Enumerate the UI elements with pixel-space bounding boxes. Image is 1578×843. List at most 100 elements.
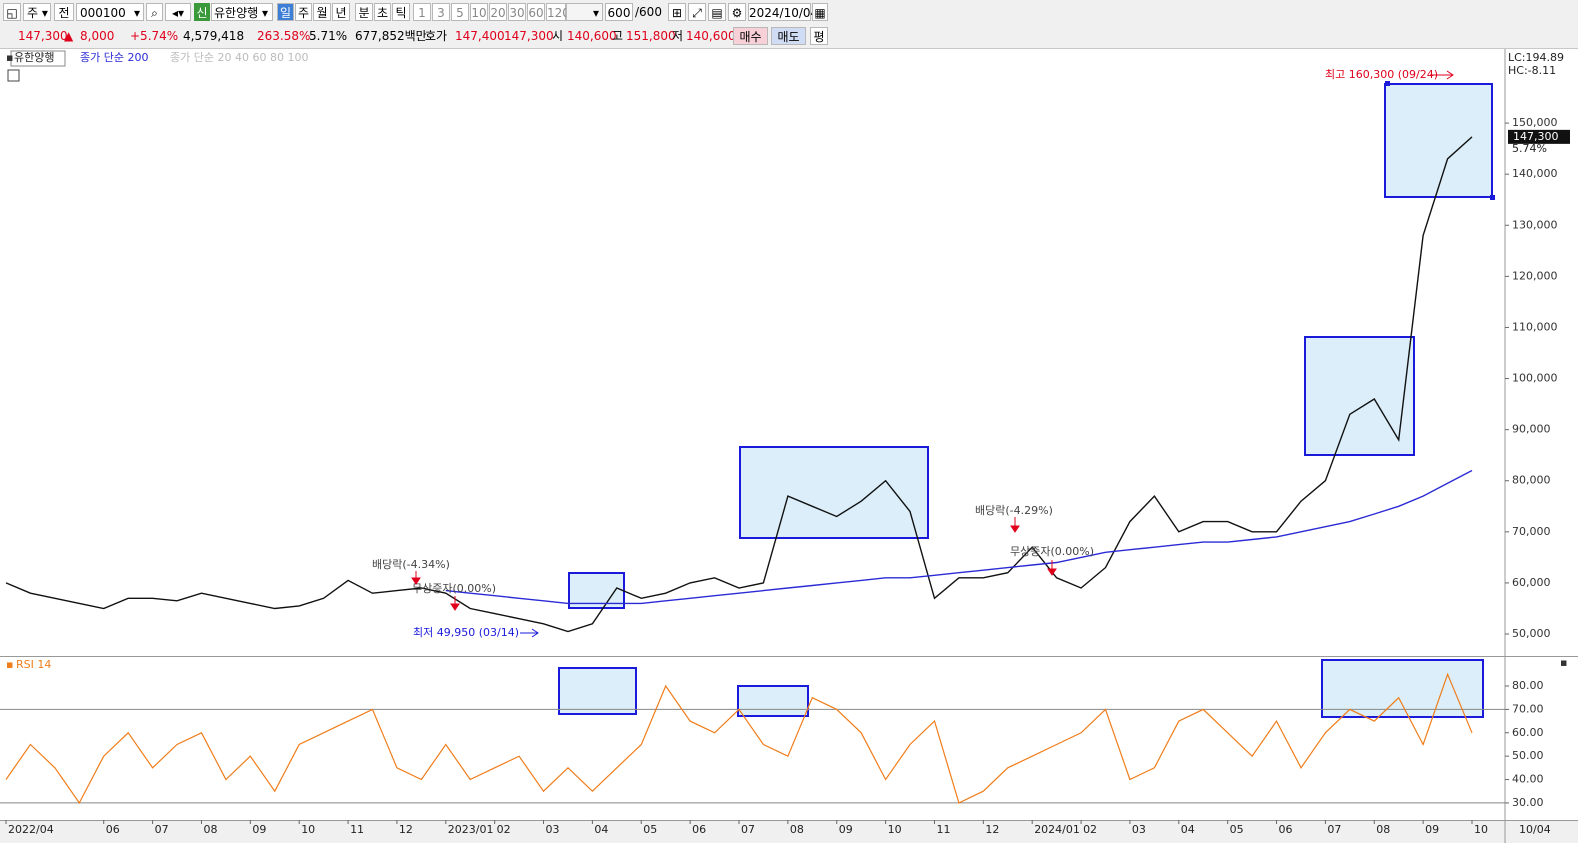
menu-icon[interactable]: ◱: [3, 3, 21, 21]
y-tick-label: 110,000: [1512, 320, 1558, 333]
x-end-label: 10/04: [1519, 823, 1551, 836]
x-tick-label: 11: [350, 823, 364, 836]
step-button[interactable]: 10: [470, 3, 488, 21]
avg-button[interactable]: 평: [810, 27, 828, 45]
low: 140,600: [686, 29, 736, 43]
y-tick-label: 120,000: [1512, 269, 1558, 282]
volume-pct: 263.58%: [257, 29, 311, 43]
lc: LC:194.89: [1508, 51, 1564, 64]
step-button[interactable]: 1: [413, 3, 431, 21]
custom-step[interactable]: ▾: [566, 3, 603, 21]
event-arrows: [411, 517, 1057, 611]
last-price-box: [1508, 129, 1570, 144]
annotation-high: 최고 160,300 (09/24): [1325, 68, 1438, 81]
annotation-low: 최저 49,950 (03/14): [413, 626, 519, 639]
change-pct: +5.74%: [130, 29, 179, 43]
highlight-box: [739, 446, 929, 539]
y-tick-label: 150,000: [1512, 116, 1558, 129]
y-tick-label: 100,000: [1512, 372, 1558, 385]
y-tick-label: 90,000: [1512, 423, 1551, 436]
legend-ma200[interactable]: 종가 단순 200: [80, 51, 148, 64]
arrow: [531, 628, 539, 638]
date-input[interactable]: 2024/10/04: [748, 3, 818, 21]
step-button[interactable]: 3: [432, 3, 450, 21]
y-tick-label: 60.00: [1512, 726, 1544, 739]
x-tick-label: 07: [1327, 823, 1341, 836]
settings-button[interactable]: ⚙: [728, 3, 746, 21]
y-tick-label: 80,000: [1512, 474, 1551, 487]
price: 147,300: [18, 29, 68, 43]
x-tick-label: 2022/04: [8, 823, 54, 836]
x-tick-label: 03: [1132, 823, 1146, 836]
interval-button[interactable]: 초: [374, 3, 391, 21]
legend-stock[interactable]: 유한양행: [14, 51, 54, 64]
buy-button[interactable]: 매수: [733, 27, 768, 45]
x-tick-label: 06: [1279, 823, 1293, 836]
last-price-label: 147,300: [1513, 130, 1559, 143]
step-button[interactable]: 5: [451, 3, 469, 21]
code: 000100: [80, 6, 126, 20]
y-tick-label: 70,000: [1512, 525, 1551, 538]
highlight-box: [558, 667, 637, 715]
x-tick-label: 2023/01: [448, 823, 494, 836]
interval-button[interactable]: 일: [277, 3, 294, 21]
stock-select[interactable]: 유한양행 ▾: [211, 3, 273, 21]
tool-button[interactable]: ⊞: [668, 3, 686, 21]
interval-button[interactable]: 주: [295, 3, 312, 21]
series-line: [5, 672, 1473, 805]
highlight-box: [737, 685, 809, 717]
x-tick-label: 02: [497, 823, 511, 836]
tool-button[interactable]: ⤢: [688, 3, 706, 21]
x-tick-label: 05: [1230, 823, 1244, 836]
x-tick-label: 10: [888, 823, 902, 836]
sound-button[interactable]: ◂▾: [165, 3, 191, 21]
x-tick-label: 06: [106, 823, 120, 836]
code-input[interactable]: 000100 ▾: [76, 3, 144, 21]
count-input[interactable]: 600: [605, 3, 633, 21]
interval-button[interactable]: 월: [313, 3, 331, 21]
step-button[interactable]: 60: [527, 3, 545, 21]
step-button[interactable]: 20: [489, 3, 507, 21]
interval-button[interactable]: 년: [332, 3, 350, 21]
tool-button[interactable]: ▤: [708, 3, 726, 21]
step-button[interactable]: 120: [546, 3, 570, 21]
step-button[interactable]: 30: [508, 3, 526, 21]
legend-dot: ▪: [6, 51, 13, 64]
x-tick-label: 2024/01: [1034, 823, 1080, 836]
prev-button[interactable]: 전: [54, 3, 74, 21]
hc: HC:-8.11: [1508, 64, 1556, 77]
y-tick-label: 140,000: [1512, 167, 1558, 180]
highlight-box: [1321, 659, 1484, 718]
sell-button[interactable]: 매도: [771, 27, 806, 45]
panel-close[interactable]: ▪: [1560, 656, 1567, 669]
count-max: /600: [635, 5, 662, 19]
x-tick-label: 10: [1474, 823, 1488, 836]
legend-box: [10, 50, 66, 67]
high: 151,800: [626, 29, 676, 43]
x-tick-label: 09: [252, 823, 266, 836]
calendar-button[interactable]: ▦: [812, 3, 828, 21]
y-tick-label: 50,000: [1512, 627, 1551, 640]
x-tick-label: 08: [1376, 823, 1390, 836]
y-tick-label: 60,000: [1512, 576, 1551, 589]
interval-button[interactable]: 분: [355, 3, 373, 21]
x-tick-label: 09: [839, 823, 853, 836]
y-tick-label: 50.00: [1512, 749, 1544, 762]
x-tick-label: 06: [692, 823, 706, 836]
x-tick-label: 12: [985, 823, 999, 836]
search-button[interactable]: ⌕: [146, 3, 163, 21]
x-tick-label: 07: [741, 823, 755, 836]
annotation-dividend: 배당락(-4.34%): [372, 558, 450, 571]
legend-rsi[interactable]: RSI 14: [16, 658, 51, 671]
low-label: 저: [672, 29, 684, 43]
annotation-dividend: 배당락(-4.29%): [975, 504, 1053, 517]
y-tick-label: 30.00: [1512, 796, 1544, 809]
direction: ▲: [64, 29, 74, 43]
interval-button[interactable]: 틱: [392, 3, 410, 21]
x-axis-bg: [0, 820, 1578, 843]
period-select[interactable]: 주 ▾: [23, 3, 51, 21]
legend-inactive[interactable]: 종가 단순 20 40 60 80 100: [170, 51, 308, 64]
table-icon[interactable]: [7, 69, 20, 82]
bid: 147,300: [504, 29, 554, 43]
